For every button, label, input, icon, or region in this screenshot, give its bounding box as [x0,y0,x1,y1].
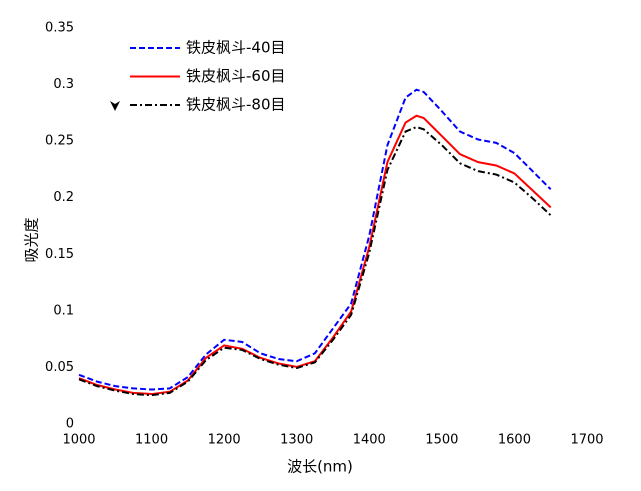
x-tick-label: 1300 [280,433,313,448]
y-tick-label: 0.05 [45,360,74,375]
cursor-marker [110,101,120,111]
x-tick-label: 1100 [135,433,168,448]
data-line [78,88,552,391]
y-tick-label: 0.25 [45,134,74,149]
x-tick-label: 1200 [208,433,241,448]
y-tick-label: 0 [66,417,74,432]
x-tick-label: 1500 [425,433,458,448]
legend-label: 铁皮枫斗-80目 [186,96,286,114]
x-tick-label: 1700 [570,433,603,448]
x-tick-label: 1400 [353,433,386,448]
data-line [78,125,552,397]
x-tick-label: 1600 [498,433,531,448]
y-tick-label: 0.15 [45,247,74,262]
data-line [78,114,552,396]
y-tick-label: 0.3 [53,77,74,92]
y-tick-label: 0.1 [53,303,74,318]
y-tick-label: 0.35 [45,21,74,36]
legend-label: 铁皮枫斗-60目 [186,67,286,85]
x-tick-label: 1000 [62,433,95,448]
x-axis-label: 波长(nm) [287,458,353,476]
legend-label: 铁皮枫斗-40目 [186,39,286,57]
y-axis-label: 吸光度 [23,217,41,262]
y-tick-label: 0.2 [53,190,74,205]
